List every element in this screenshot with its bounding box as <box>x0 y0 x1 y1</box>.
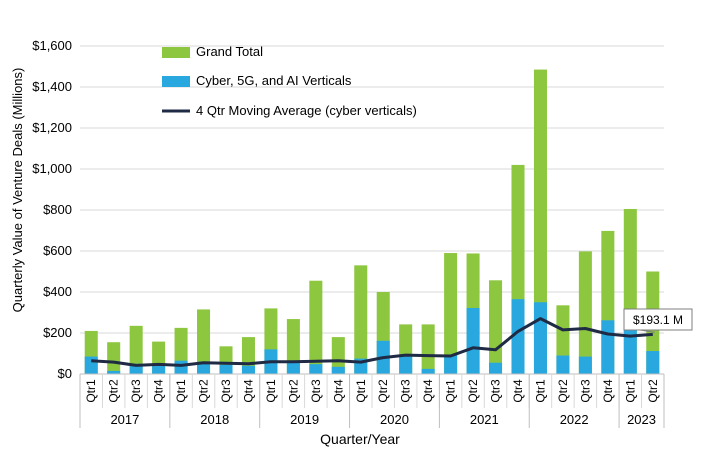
year-label: 2019 <box>290 412 319 427</box>
y-tick-label: $200 <box>43 325 72 340</box>
bar-cyber-verticals <box>646 351 660 374</box>
x-tick-label: Qtr1 <box>444 379 458 403</box>
callout-leader <box>639 329 655 333</box>
bar-cyber-verticals <box>219 364 233 374</box>
bar-grand-total <box>197 309 211 374</box>
x-tick-label: Qtr2 <box>197 379 211 403</box>
year-label: 2020 <box>380 412 409 427</box>
legend-label: 4 Qtr Moving Average (cyber verticals) <box>196 103 417 118</box>
year-label: 2022 <box>560 412 589 427</box>
year-label: 2021 <box>470 412 499 427</box>
bar-cyber-verticals <box>556 355 570 374</box>
bar-cyber-verticals <box>84 356 98 374</box>
year-labels: 2017 2018 2019 2020 2021 2022 2023 <box>110 412 656 427</box>
x-tick-label: Qtr3 <box>578 379 592 403</box>
x-tick-label: Qtr4 <box>152 379 166 403</box>
bar-grand-total <box>354 265 368 374</box>
legend: Grand Total Cyber, 5G, and AI Verticals 4 … <box>162 44 417 118</box>
y-tick-label: $1,600 <box>32 38 72 53</box>
gridlines <box>80 45 664 334</box>
x-tick-label: Qtr2 <box>556 379 570 403</box>
x-tick-label: Qtr2 <box>646 379 660 403</box>
x-tick-label: Qtr3 <box>309 379 323 403</box>
y-tick-label: $1,400 <box>32 79 72 94</box>
bar-cyber-verticals <box>286 362 300 374</box>
moving-average-series <box>91 317 653 367</box>
x-tick-label: Qtr1 <box>354 379 368 403</box>
bar-grand-total <box>107 342 121 374</box>
legend-swatch-grand-total <box>162 47 190 58</box>
bar-grand-total <box>129 325 143 374</box>
x-tick-label: Qtr3 <box>399 379 413 403</box>
bar-cyber-verticals <box>466 307 480 374</box>
y-axis-title: Quarterly Value of Venture Deals (Millio… <box>10 68 25 313</box>
bar-grand-total <box>489 280 503 374</box>
y-tick-label: $1,000 <box>32 161 72 176</box>
moving-average-callout: $193.1 M <box>623 308 693 333</box>
moving-average-line <box>91 317 653 367</box>
bar-cyber-verticals <box>601 320 615 374</box>
callout-label: $193.1 M <box>633 313 683 327</box>
bar-cyber-verticals <box>331 366 345 374</box>
bar-cyber-verticals <box>129 363 143 374</box>
bar-grand-total <box>444 253 458 374</box>
x-tick-label: Qtr3 <box>489 379 503 403</box>
y-tick-label: $600 <box>43 243 72 258</box>
y-tick-labels: $0 $200 $400 $600 $800 $1,000 $1,200 $1,400 $1,6… <box>32 38 72 381</box>
bar-grand-total <box>331 337 345 374</box>
callout-box <box>623 308 693 331</box>
y-tick-label: $0 <box>58 366 72 381</box>
bar-cyber-verticals <box>421 368 435 374</box>
year-label: 2023 <box>627 412 656 427</box>
x-tick-label: Qtr1 <box>623 379 637 403</box>
bar-cyber-verticals <box>241 365 255 374</box>
x-tick-label: Qtr2 <box>107 379 121 403</box>
x-tick-label: Qtr2 <box>376 379 390 403</box>
x-tick-label: Qtr1 <box>264 379 278 403</box>
bar-cyber-verticals <box>489 362 503 374</box>
legend-label: Grand Total <box>196 44 263 59</box>
x-axis-title: Quarter/Year <box>320 431 400 447</box>
bar-cyber-verticals <box>623 324 637 374</box>
bar-grand-total <box>533 69 547 374</box>
bar-cyber-verticals <box>578 356 592 374</box>
y-tick-label: $1,200 <box>32 120 72 135</box>
axes <box>79 373 665 428</box>
bar-cyber-verticals <box>152 364 166 374</box>
x-tick-label: Qtr4 <box>242 379 256 403</box>
legend-label: Cyber, 5G, and AI Verticals <box>196 73 352 88</box>
y-tick-label: $800 <box>43 202 72 217</box>
x-tick-label: Qtr3 <box>219 379 233 403</box>
bar-grand-total <box>421 324 435 374</box>
bar-grand-total <box>309 280 323 374</box>
bar-cyber-verticals <box>399 356 413 374</box>
x-tick-label: Qtr1 <box>174 379 188 403</box>
x-tick-labels: Qtr1 Qtr2 Qtr3 Qtr4 Qtr1 Qtr2 Qtr3 Qtr4 Qtr1 Qtr2… <box>84 379 660 403</box>
bar-cyber-verticals <box>309 364 323 374</box>
x-tick-label: Qtr2 <box>286 379 300 403</box>
x-tick-label: Qtr4 <box>601 379 615 403</box>
year-label: 2018 <box>200 412 229 427</box>
bar-grand-total <box>578 251 592 374</box>
x-tick-label: Qtr2 <box>466 379 480 403</box>
bar-cyber-verticals <box>174 360 188 374</box>
x-tick-label: Qtr3 <box>129 379 143 403</box>
x-tick-label: Qtr4 <box>511 379 525 403</box>
x-tick-label: Qtr1 <box>84 379 98 403</box>
bar-cyber-verticals <box>511 299 525 374</box>
y-tick-label: $400 <box>43 284 72 299</box>
bar-cyber-verticals <box>107 370 121 374</box>
x-tick-label: Qtr1 <box>534 379 548 403</box>
bar-cyber-verticals <box>197 361 211 374</box>
bar-cyber-verticals <box>533 302 547 374</box>
x-tick-label: Qtr4 <box>331 379 345 403</box>
legend-swatch-cyber <box>162 76 190 87</box>
year-label: 2017 <box>110 412 139 427</box>
cyber-bars <box>84 299 660 374</box>
x-tick-label: Qtr4 <box>421 379 435 403</box>
bar-cyber-verticals <box>444 354 458 374</box>
